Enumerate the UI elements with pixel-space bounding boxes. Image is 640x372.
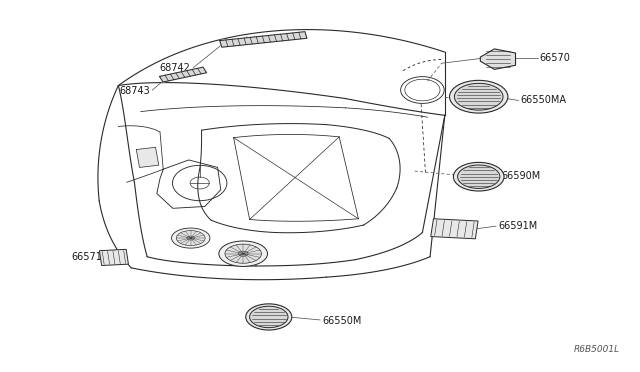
Text: 68743: 68743 xyxy=(119,86,150,96)
Ellipse shape xyxy=(225,244,262,263)
Ellipse shape xyxy=(454,83,503,110)
Text: R6B5001L: R6B5001L xyxy=(573,345,620,354)
Ellipse shape xyxy=(449,80,508,113)
Ellipse shape xyxy=(250,306,288,328)
Text: 66570: 66570 xyxy=(540,53,570,62)
Ellipse shape xyxy=(177,231,205,246)
Text: 66571: 66571 xyxy=(72,253,102,262)
Text: 68742: 68742 xyxy=(160,63,191,73)
Text: 66550MA: 66550MA xyxy=(520,96,566,105)
Text: 66591M: 66591M xyxy=(498,221,537,231)
Polygon shape xyxy=(159,67,207,82)
Polygon shape xyxy=(431,219,478,239)
Polygon shape xyxy=(99,249,129,266)
Polygon shape xyxy=(220,32,307,47)
Ellipse shape xyxy=(453,162,504,191)
Ellipse shape xyxy=(458,165,500,188)
Polygon shape xyxy=(136,147,159,167)
Text: 66590M: 66590M xyxy=(501,171,540,180)
Ellipse shape xyxy=(238,251,248,256)
Ellipse shape xyxy=(246,304,292,330)
Ellipse shape xyxy=(219,241,268,266)
Ellipse shape xyxy=(172,228,210,248)
Polygon shape xyxy=(481,49,516,69)
Text: 66550M: 66550M xyxy=(322,316,362,326)
Ellipse shape xyxy=(187,236,195,240)
